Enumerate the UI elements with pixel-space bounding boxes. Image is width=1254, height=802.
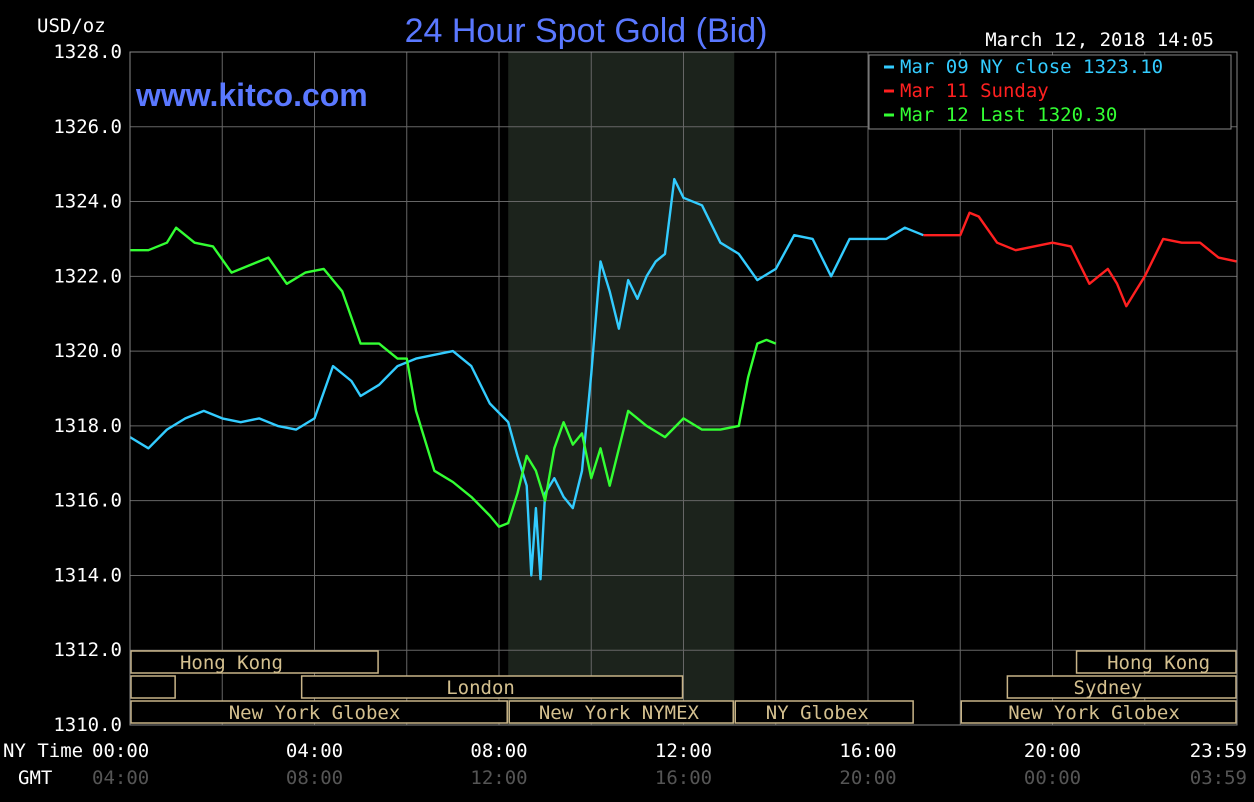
- legend-entry-label: Mar 12 Last 1320.30: [900, 104, 1117, 126]
- y-tick-label: 1326.0: [53, 116, 122, 138]
- y-axis-unit-label: USD/oz: [37, 15, 106, 37]
- nymex-session-shading: [508, 52, 735, 725]
- session-label: Hong Kong: [1107, 652, 1210, 674]
- x-tick-label-ny: 00:00: [92, 740, 149, 762]
- y-tick-label: 1322.0: [53, 265, 122, 287]
- legend-entry-label: Mar 11 Sunday: [900, 80, 1049, 102]
- session-label: New York Globex: [229, 702, 401, 724]
- x-axis-ticks: 00:00 04:00 08:00 12:00 16:00 20:00 23:59 04:00…: [92, 740, 1247, 789]
- session-label: New York NYMEX: [539, 702, 700, 724]
- session-label: Sydney: [1074, 677, 1143, 699]
- x-tick-label-gmt: 04:00: [92, 767, 149, 789]
- series-line-2: [130, 226, 777, 528]
- session-label: New York Globex: [1008, 702, 1180, 724]
- session-label: Hong Kong: [180, 652, 283, 674]
- session-label: London: [446, 677, 515, 699]
- price-series: [129, 177, 1237, 581]
- session-box: [130, 675, 176, 699]
- chart-title: 24 Hour Spot Gold (Bid): [405, 12, 768, 50]
- x-tick-label-ny: 16:00: [839, 740, 896, 762]
- x-tick-label-gmt: 00:00: [1024, 767, 1081, 789]
- y-tick-label: 1312.0: [53, 639, 122, 661]
- watermark: www.kitco.com: [135, 77, 368, 113]
- session-box: [734, 700, 914, 724]
- y-tick-label: 1316.0: [53, 490, 122, 512]
- x-tick-label-ny: 20:00: [1024, 740, 1081, 762]
- gmt-row-label: GMT: [18, 767, 52, 789]
- x-tick-label-ny: 12:00: [655, 740, 712, 762]
- timestamp: March 12, 2018 14:05: [985, 29, 1214, 51]
- x-tick-label-gmt: 12:00: [470, 767, 527, 789]
- x-tick-label-gmt: 16:00: [655, 767, 712, 789]
- y-tick-label: 1328.0: [53, 41, 122, 63]
- x-tick-label-ny: 08:00: [470, 740, 527, 762]
- y-axis-ticks: 1310.0 1312.0 1314.0 1316.0 1318.0 1320.0 1322…: [53, 41, 122, 736]
- legend-box: [868, 54, 1232, 130]
- market-sessions: Hong Kong London New York Globex New York N…: [130, 650, 1237, 724]
- series-line-1: [923, 211, 1237, 308]
- x-tick-label-ny: 23:59: [1190, 740, 1247, 762]
- x-tick-label-gmt: 03:59: [1190, 767, 1247, 789]
- session-box: [960, 700, 1237, 724]
- session-box: [1075, 650, 1237, 674]
- legend-entry-label: Mar 09 NY close 1323.10: [900, 56, 1163, 78]
- ny-time-row-label: NY Time: [3, 740, 83, 762]
- x-tick-label-ny: 04:00: [286, 740, 343, 762]
- y-tick-label: 1310.0: [53, 714, 122, 736]
- session-box: [130, 650, 379, 674]
- x-tick-label-gmt: 08:00: [286, 767, 343, 789]
- session-box: [300, 675, 684, 699]
- x-tick-label-gmt: 20:00: [839, 767, 896, 789]
- y-tick-label: 1320.0: [53, 340, 122, 362]
- series-line-0: [129, 177, 924, 581]
- session-box: [130, 700, 508, 724]
- y-tick-label: 1324.0: [53, 191, 122, 213]
- y-tick-label: 1318.0: [53, 415, 122, 437]
- x-axis-row-labels: NY Time GMT: [3, 740, 83, 789]
- session-box: [1006, 675, 1237, 699]
- plot-border: [129, 51, 1238, 726]
- y-tick-label: 1314.0: [53, 564, 122, 586]
- session-label: NY Globex: [766, 702, 869, 724]
- session-box: [508, 700, 734, 724]
